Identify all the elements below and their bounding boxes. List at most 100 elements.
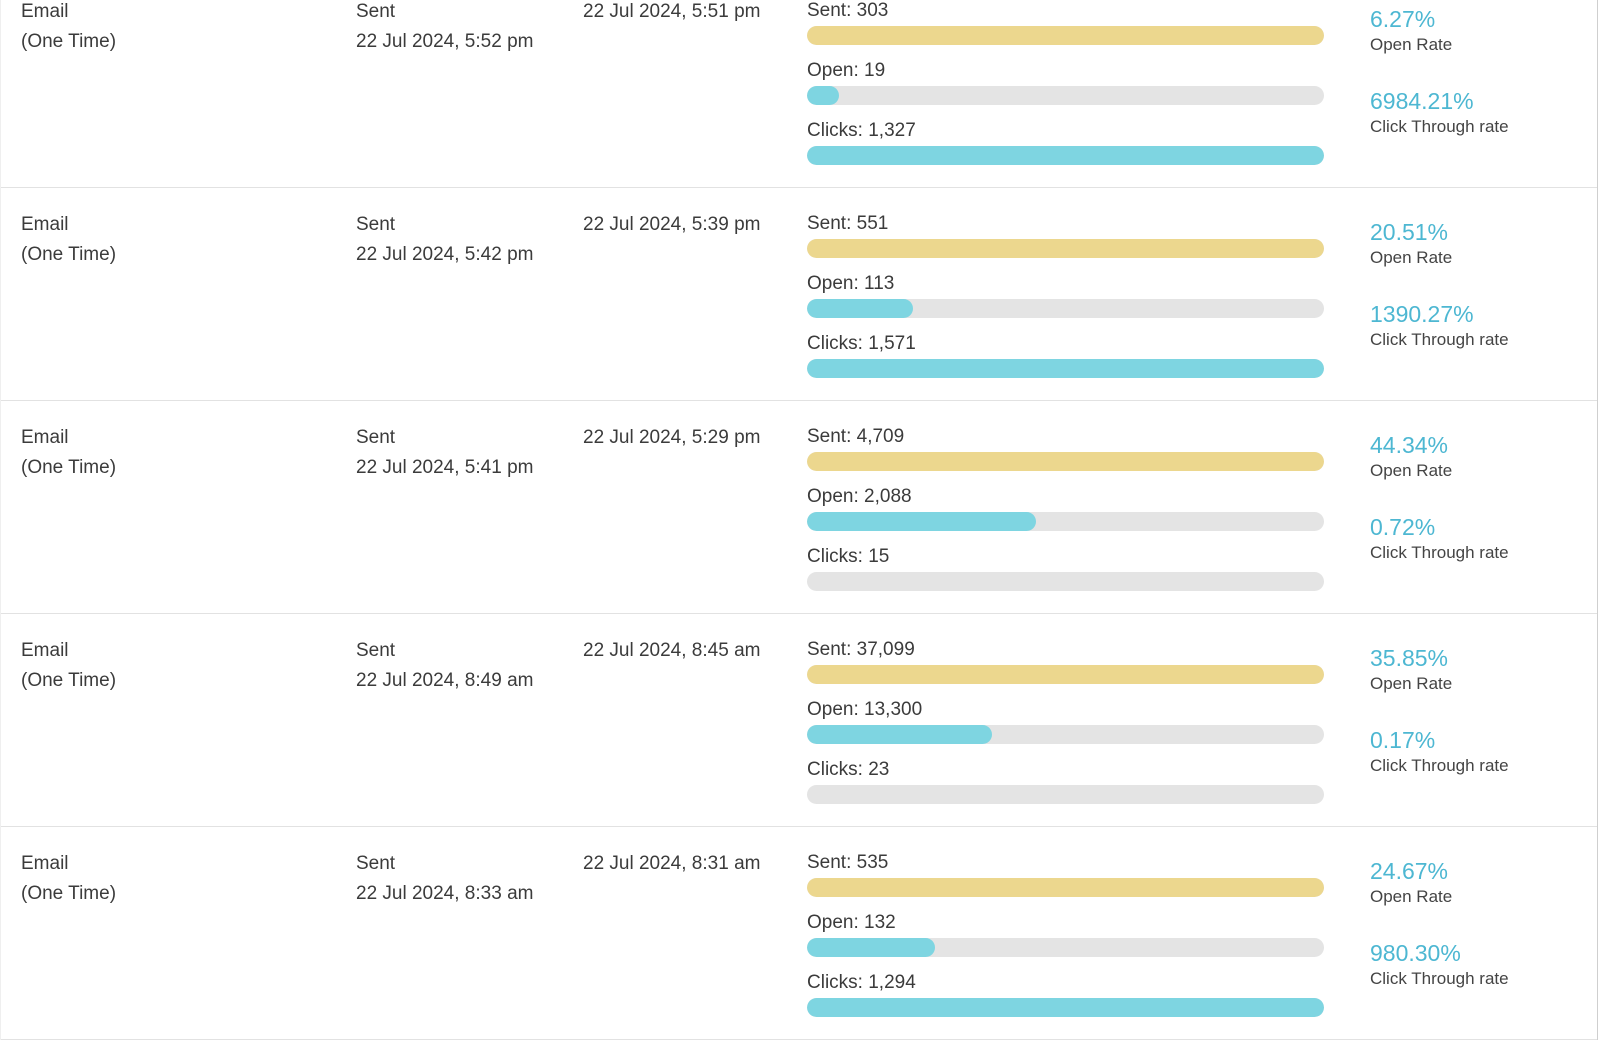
sent-bar-fill	[807, 452, 1324, 471]
open-bar-fill	[807, 938, 935, 957]
clicks-bar	[807, 359, 1324, 378]
open-count-label: Open: 132	[807, 912, 896, 933]
campaign-type: Email (One Time)	[21, 849, 356, 1039]
click-through-rate-block: 6984.21% Click Through rate	[1370, 87, 1597, 139]
open-rate-block: 6.27% Open Rate	[1370, 5, 1597, 57]
metrics-bars: Sent: 37,099 Open: 13,300 Clicks: 23	[807, 636, 1324, 826]
clicks-count-label: Clicks: 1,294	[807, 972, 916, 993]
open-bar-fill	[807, 86, 840, 105]
sent-date: 22 Jul 2024, 5:52 pm	[356, 31, 534, 52]
campaign-row[interactable]: Email (One Time) Sent 22 Jul 2024, 5:41 …	[1, 401, 1597, 614]
open-count-label: Open: 113	[807, 273, 895, 294]
clicks-bar	[807, 572, 1324, 591]
open-bar	[807, 299, 1324, 318]
sent-bar	[807, 452, 1324, 471]
open-bar	[807, 86, 1324, 105]
campaign-type-line1: Email	[21, 640, 69, 661]
sent-bar	[807, 665, 1324, 684]
open-rate-block: 20.51% Open Rate	[1370, 218, 1597, 270]
sent-date-cell: Sent 22 Jul 2024, 5:41 pm	[356, 423, 534, 613]
open-rate-block: 44.34% Open Rate	[1370, 431, 1597, 483]
campaign-type-line1: Email	[21, 427, 69, 448]
sent-date: 22 Jul 2024, 8:49 am	[356, 670, 534, 691]
open-rate-value: 35.85%	[1370, 645, 1449, 671]
click-through-rate-block: 1390.27% Click Through rate	[1370, 300, 1597, 352]
sent-date-cell: Sent 22 Jul 2024, 5:52 pm	[356, 0, 534, 187]
click-through-rate-label: Click Through rate	[1370, 330, 1509, 349]
campaign-type-line2: (One Time)	[21, 31, 117, 52]
clicks-count-label: Clicks: 1,571	[807, 333, 916, 354]
delivered-date-cell: 22 Jul 2024, 5:39 pm	[583, 214, 761, 235]
sent-status-label: Sent	[356, 1, 396, 22]
campaign-type-line1: Email	[21, 853, 69, 874]
click-through-rate-label: Click Through rate	[1370, 543, 1509, 562]
rates-cell: 6.27% Open Rate 6984.21% Click Through r…	[1370, 0, 1597, 187]
sent-bar-fill	[807, 26, 1324, 45]
clicks-count-label: Clicks: 15	[807, 546, 890, 567]
campaign-type: Email (One Time)	[21, 210, 356, 400]
campaign-type-line1: Email	[21, 214, 69, 235]
campaign-type-line2: (One Time)	[21, 244, 117, 265]
sent-bar-group: Sent: 37,099	[807, 638, 1324, 684]
open-rate-value: 20.51%	[1370, 219, 1449, 245]
open-bar-fill	[807, 512, 1037, 531]
clicks-bar-group: Clicks: 1,294	[807, 971, 1324, 1017]
sent-count-label: Sent: 303	[807, 0, 889, 21]
open-count-label: Open: 13,300	[807, 699, 923, 720]
metrics-bars: Sent: 551 Open: 113 Clicks: 1,571	[807, 210, 1324, 400]
clicks-bar-fill	[807, 998, 1324, 1017]
sent-date-cell: Sent 22 Jul 2024, 5:42 pm	[356, 210, 534, 400]
click-through-rate-value: 980.30%	[1370, 940, 1461, 966]
open-bar-group: Open: 13,300	[807, 698, 1324, 744]
campaign-type-line2: (One Time)	[21, 457, 117, 478]
clicks-bar-group: Clicks: 23	[807, 758, 1324, 804]
sent-status-label: Sent	[356, 427, 396, 448]
open-bar-group: Open: 2,088	[807, 485, 1324, 531]
campaign-row[interactable]: Email (One Time) Sent 22 Jul 2024, 8:33 …	[1, 827, 1597, 1040]
clicks-bar-group: Clicks: 1,327	[807, 119, 1324, 165]
rates-cell: 35.85% Open Rate 0.17% Click Through rat…	[1370, 636, 1597, 826]
campaign-type: Email (One Time)	[21, 0, 356, 187]
click-through-rate-block: 0.72% Click Through rate	[1370, 513, 1597, 565]
open-rate-label: Open Rate	[1370, 248, 1453, 267]
campaign-type-line1: Email	[21, 1, 69, 22]
campaign-row[interactable]: Email (One Time) Sent 22 Jul 2024, 5:42 …	[1, 188, 1597, 401]
click-through-rate-block: 0.17% Click Through rate	[1370, 726, 1597, 778]
campaign-type-line2: (One Time)	[21, 883, 117, 904]
click-through-rate-value: 0.72%	[1370, 514, 1436, 540]
open-rate-label: Open Rate	[1370, 674, 1453, 693]
sent-date: 22 Jul 2024, 5:42 pm	[356, 244, 534, 265]
open-rate-value: 6.27%	[1370, 6, 1436, 32]
open-rate-label: Open Rate	[1370, 887, 1453, 906]
campaign-row[interactable]: Email (One Time) Sent 22 Jul 2024, 8:49 …	[1, 614, 1597, 827]
campaign-row[interactable]: Email (One Time) Sent 22 Jul 2024, 5:52 …	[1, 0, 1597, 188]
open-bar	[807, 725, 1324, 744]
open-count-label: Open: 2,088	[807, 486, 912, 507]
sent-count-label: Sent: 37,099	[807, 639, 915, 660]
rates-cell: 20.51% Open Rate 1390.27% Click Through …	[1370, 210, 1597, 400]
open-bar-group: Open: 113	[807, 272, 1324, 318]
delivered-date-cell: 22 Jul 2024, 8:31 am	[583, 853, 761, 874]
clicks-bar-fill	[807, 146, 1324, 165]
rates-cell: 44.34% Open Rate 0.72% Click Through rat…	[1370, 423, 1597, 613]
click-through-rate-label: Click Through rate	[1370, 969, 1509, 988]
metrics-bars: Sent: 4,709 Open: 2,088 Clicks: 15	[807, 423, 1324, 613]
campaign-type-line2: (One Time)	[21, 670, 117, 691]
delivered-date-cell: 22 Jul 2024, 5:51 pm	[583, 1, 761, 22]
open-rate-label: Open Rate	[1370, 461, 1453, 480]
sent-date-cell: Sent 22 Jul 2024, 8:33 am	[356, 849, 534, 1039]
clicks-bar	[807, 998, 1324, 1017]
clicks-bar	[807, 146, 1324, 165]
open-bar-group: Open: 19	[807, 59, 1324, 105]
open-rate-block: 35.85% Open Rate	[1370, 644, 1597, 696]
clicks-bar-fill	[807, 359, 1324, 378]
open-rate-value: 24.67%	[1370, 858, 1449, 884]
sent-bar	[807, 26, 1324, 45]
sent-date-cell: Sent 22 Jul 2024, 8:49 am	[356, 636, 534, 826]
click-through-rate-value: 0.17%	[1370, 727, 1436, 753]
sent-date: 22 Jul 2024, 5:41 pm	[356, 457, 534, 478]
open-bar-fill	[807, 299, 914, 318]
click-through-rate-label: Click Through rate	[1370, 756, 1509, 775]
sent-bar	[807, 878, 1324, 897]
